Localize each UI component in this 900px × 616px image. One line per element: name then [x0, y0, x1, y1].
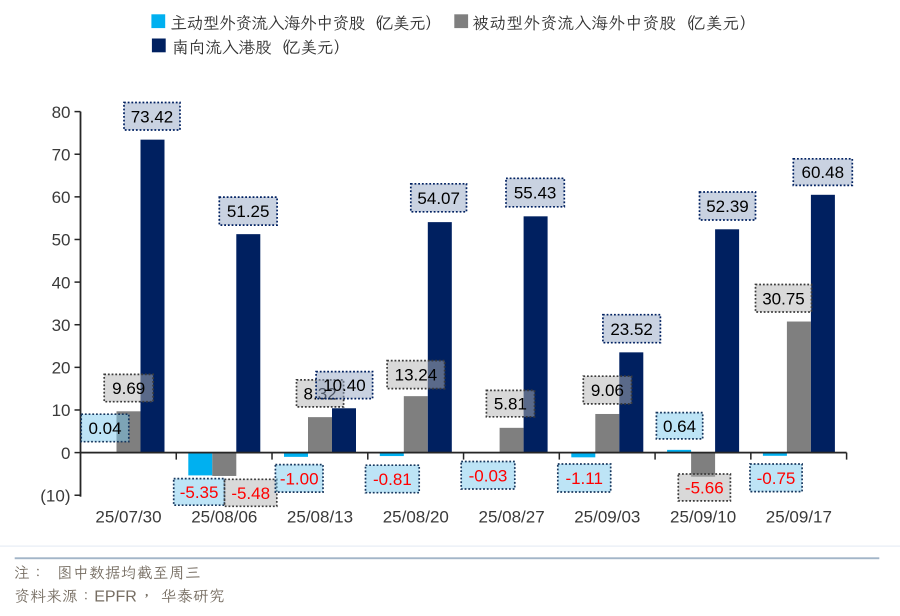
- svg-text:-0.81: -0.81: [373, 470, 412, 489]
- svg-text:10: 10: [52, 401, 71, 420]
- svg-text:60.48: 60.48: [802, 163, 845, 182]
- svg-text:54.07: 54.07: [417, 189, 460, 208]
- svg-text:25/08/20: 25/08/20: [383, 507, 449, 526]
- svg-text:40: 40: [52, 273, 71, 292]
- svg-text:EPFR: EPFR: [94, 588, 137, 605]
- svg-text:25/08/06: 25/08/06: [191, 507, 257, 526]
- svg-text:-0.75: -0.75: [757, 469, 796, 488]
- svg-text:73.42: 73.42: [131, 107, 174, 126]
- svg-text:25/07/30: 25/07/30: [95, 507, 161, 526]
- svg-text:20: 20: [52, 359, 71, 378]
- svg-text:55.43: 55.43: [514, 184, 557, 203]
- svg-text:25/09/17: 25/09/17: [766, 507, 832, 526]
- svg-text:52.39: 52.39: [706, 197, 749, 216]
- svg-text:25/08/27: 25/08/27: [479, 507, 545, 526]
- svg-text:51.25: 51.25: [227, 202, 270, 221]
- svg-text:-5.48: -5.48: [231, 484, 270, 503]
- svg-text:9.06: 9.06: [591, 381, 624, 400]
- svg-text:-1.00: -1.00: [280, 470, 319, 489]
- svg-text:0.64: 0.64: [663, 417, 696, 436]
- svg-text:10.40: 10.40: [323, 376, 366, 395]
- svg-text:-5.35: -5.35: [180, 483, 219, 502]
- svg-text:13.24: 13.24: [395, 366, 438, 385]
- svg-text:25/09/10: 25/09/10: [670, 507, 736, 526]
- svg-text:-0.03: -0.03: [469, 466, 508, 485]
- svg-text:30: 30: [52, 316, 71, 335]
- svg-text:25/09/03: 25/09/03: [574, 507, 640, 526]
- svg-text:25/08/13: 25/08/13: [287, 507, 353, 526]
- svg-text:0: 0: [61, 444, 70, 463]
- svg-text:70: 70: [52, 145, 71, 164]
- svg-text:9.69: 9.69: [112, 379, 145, 398]
- svg-text:60: 60: [52, 188, 71, 207]
- svg-text:-1.11: -1.11: [565, 469, 603, 488]
- svg-text:30.75: 30.75: [762, 289, 805, 308]
- svg-text:80: 80: [52, 103, 71, 122]
- svg-text:5.81: 5.81: [494, 395, 527, 414]
- svg-text:50: 50: [52, 231, 71, 250]
- svg-text:-5.66: -5.66: [685, 479, 724, 498]
- svg-text:0.04: 0.04: [88, 419, 121, 438]
- svg-text:(10): (10): [40, 486, 70, 505]
- svg-text:23.52: 23.52: [610, 320, 653, 339]
